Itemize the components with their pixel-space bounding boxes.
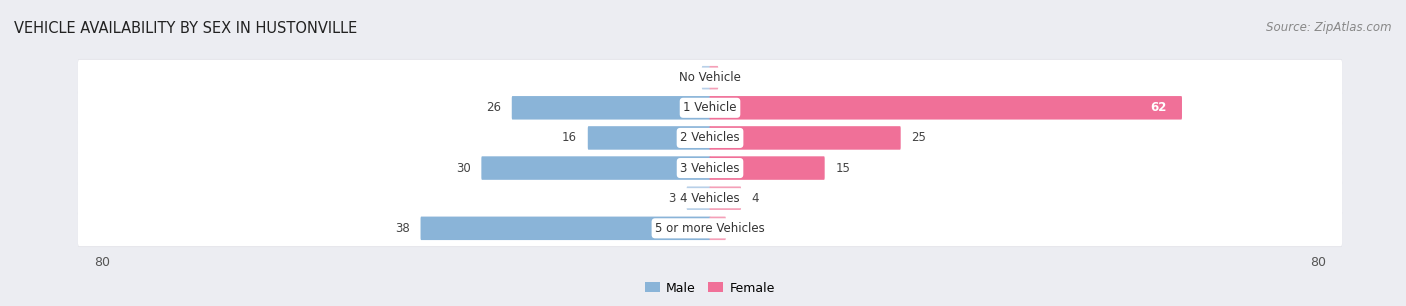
Text: 2 Vehicles: 2 Vehicles	[681, 132, 740, 144]
Text: No Vehicle: No Vehicle	[679, 71, 741, 84]
FancyBboxPatch shape	[77, 59, 1343, 96]
Text: 1 Vehicle: 1 Vehicle	[683, 101, 737, 114]
FancyBboxPatch shape	[702, 66, 710, 89]
FancyBboxPatch shape	[710, 217, 725, 240]
Text: 16: 16	[562, 132, 576, 144]
FancyBboxPatch shape	[710, 126, 901, 150]
FancyBboxPatch shape	[77, 210, 1343, 246]
FancyBboxPatch shape	[686, 186, 710, 210]
Text: 3 Vehicles: 3 Vehicles	[681, 162, 740, 174]
FancyBboxPatch shape	[710, 186, 741, 210]
FancyBboxPatch shape	[710, 96, 1182, 120]
FancyBboxPatch shape	[77, 180, 1343, 216]
FancyBboxPatch shape	[77, 180, 1343, 217]
Legend: Male, Female: Male, Female	[640, 277, 780, 300]
FancyBboxPatch shape	[77, 119, 1343, 157]
Text: 15: 15	[835, 162, 851, 174]
Text: 26: 26	[486, 101, 501, 114]
FancyBboxPatch shape	[512, 96, 710, 120]
Text: Source: ZipAtlas.com: Source: ZipAtlas.com	[1267, 21, 1392, 34]
FancyBboxPatch shape	[77, 89, 1343, 126]
FancyBboxPatch shape	[77, 149, 1343, 187]
FancyBboxPatch shape	[77, 210, 1343, 247]
FancyBboxPatch shape	[710, 66, 718, 89]
Text: 62: 62	[1150, 101, 1166, 114]
Text: 3: 3	[668, 192, 676, 205]
FancyBboxPatch shape	[77, 150, 1343, 186]
Text: VEHICLE AVAILABILITY BY SEX IN HUSTONVILLE: VEHICLE AVAILABILITY BY SEX IN HUSTONVIL…	[14, 21, 357, 36]
FancyBboxPatch shape	[588, 126, 710, 150]
FancyBboxPatch shape	[77, 120, 1343, 156]
Text: 30: 30	[456, 162, 471, 174]
Text: 5 or more Vehicles: 5 or more Vehicles	[655, 222, 765, 235]
FancyBboxPatch shape	[481, 156, 710, 180]
Text: 4 Vehicles: 4 Vehicles	[681, 192, 740, 205]
Text: 1: 1	[683, 71, 690, 84]
FancyBboxPatch shape	[77, 60, 1343, 96]
Text: 4: 4	[752, 192, 759, 205]
FancyBboxPatch shape	[77, 90, 1343, 126]
Text: 2: 2	[737, 222, 744, 235]
FancyBboxPatch shape	[420, 217, 710, 240]
Text: 1: 1	[730, 71, 737, 84]
Text: 25: 25	[911, 132, 927, 144]
FancyBboxPatch shape	[710, 156, 825, 180]
Text: 38: 38	[395, 222, 409, 235]
